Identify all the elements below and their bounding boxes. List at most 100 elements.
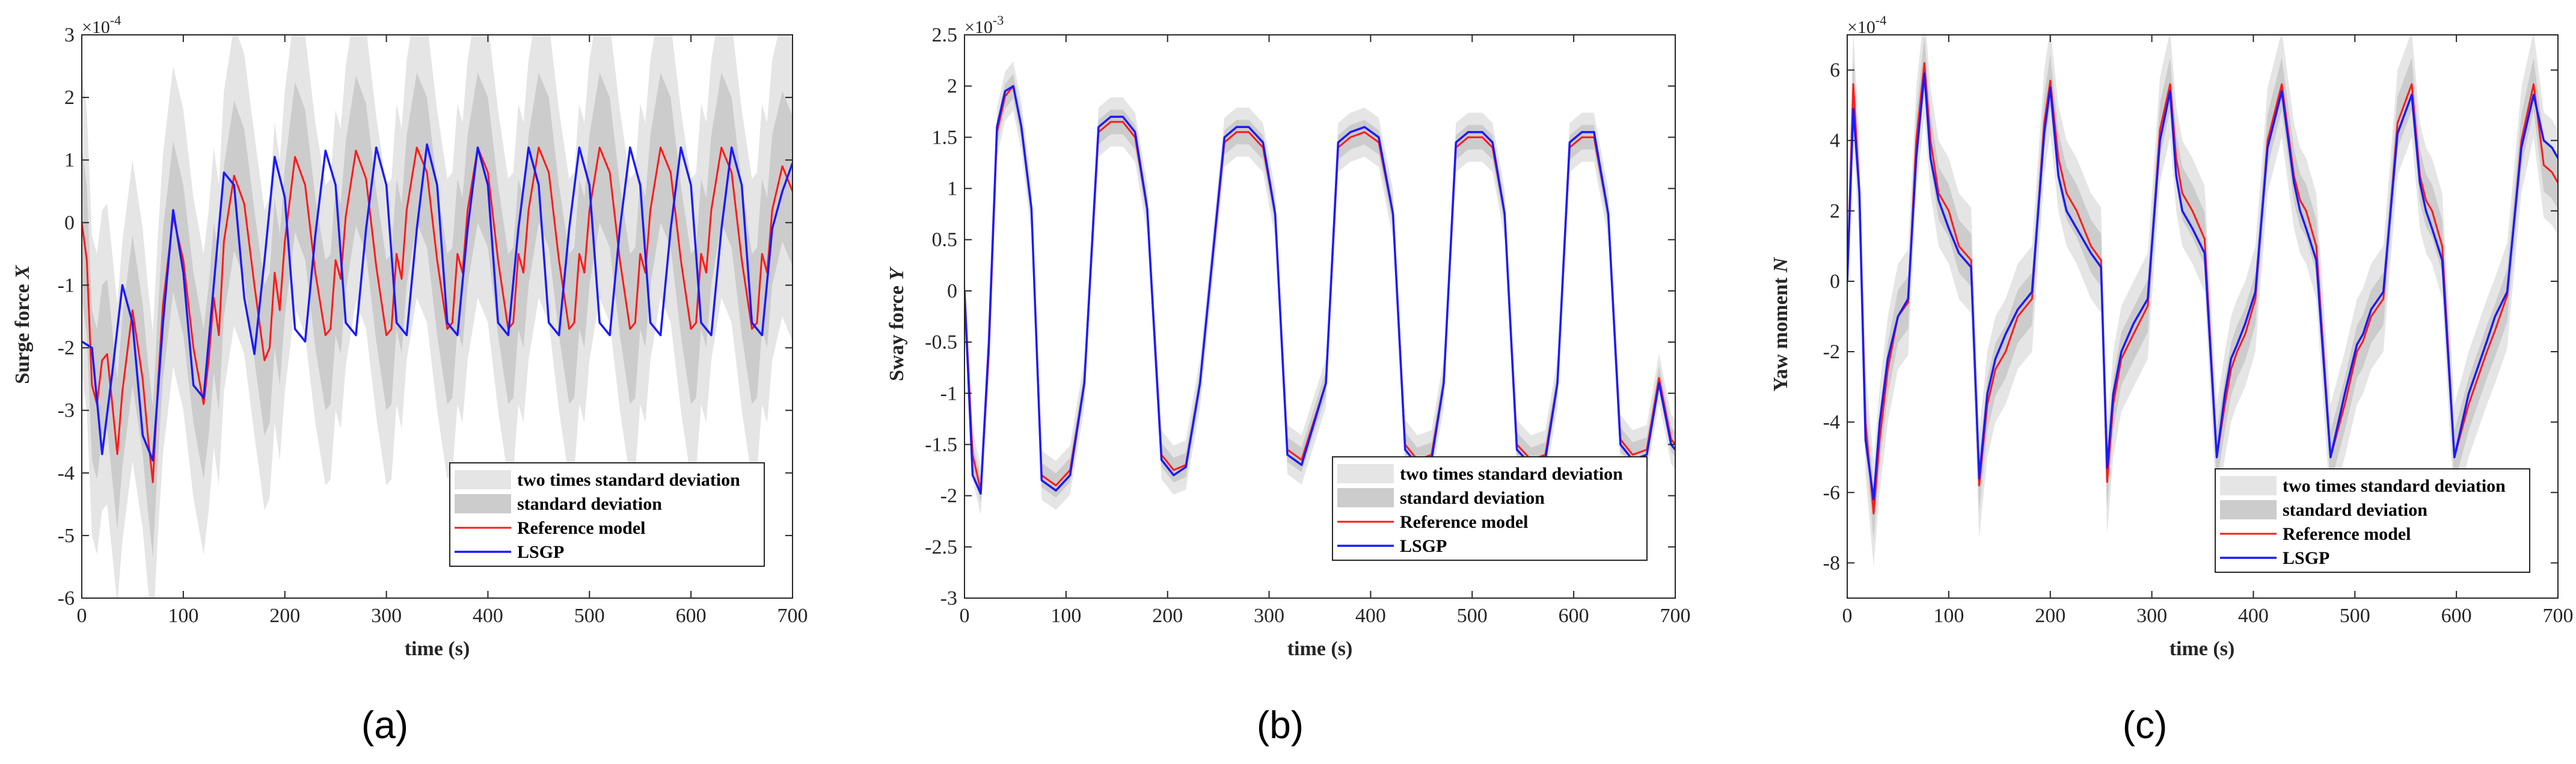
panel-a-ytick-label: 2 [64, 87, 75, 109]
panel-b-chart: ×10-3 Sway force Y time (s) 0 100 200 300 40… [886, 13, 1691, 660]
panel-c-legend-swatch-two-std [2220, 476, 2277, 495]
panel-a-ytick-label: -5 [58, 525, 75, 547]
panel-a-plot-area [82, 35, 793, 598]
panel-a-ytick-label: -2 [58, 337, 75, 359]
panel-a-legend-label: LSGP [517, 542, 564, 562]
panel-c-axes-box [1847, 34, 2559, 599]
panel-a-ytick-label: -6 [58, 587, 75, 610]
panel-a-band-one-std [82, 72, 793, 558]
panel-c-xtick-label: 400 [2238, 605, 2269, 627]
panel-b-xtick-label: 400 [1355, 605, 1386, 627]
panel-c-ytick-label: -2 [1823, 341, 1840, 363]
panel-c-legend-label: LSGP [2283, 548, 2329, 568]
panel-a-legend-swatch-two-std [455, 470, 511, 489]
panel-c-xlabel: time (s) [2170, 638, 2235, 660]
panel-c-ytick-label: 6 [1830, 60, 1840, 82]
panel-a-xtick-label: 500 [574, 605, 605, 627]
panel-a-xlabel: time (s) [405, 638, 470, 660]
panel-c-xtick-label: 500 [2340, 605, 2370, 627]
panel-b-legend-label: Reference model [1400, 512, 1529, 532]
panel-c-ytick-label: 2 [1830, 200, 1840, 222]
panel-a-axes-box [81, 34, 793, 599]
panel-b-ytick-label: -3 [940, 587, 957, 610]
panel-c-plot-area [1847, 35, 2558, 567]
panel-c-xtick-label: 200 [2035, 605, 2065, 627]
panel-a-legend-label: two times standard deviation [517, 470, 740, 490]
panel-a-exponent: ×10-4 [82, 13, 121, 37]
panel-c-ylabel: Yaw moment N [1770, 257, 1792, 391]
panel-c-chart: ×10-4 Yaw moment N time (s) 0 100 200 300 40… [1770, 13, 2574, 660]
panel-b-xtick-label: 100 [1050, 605, 1081, 627]
panel-b-ylabel: Sway force Y [886, 266, 908, 381]
panel-a-series-lsgp [82, 143, 793, 462]
panel-b-legend: two times standard deviation standard dev… [1332, 456, 1648, 561]
panel-c-xtick-label: 300 [2136, 605, 2167, 627]
panel-a-legend-box [449, 462, 765, 567]
panel-c-xtick-label: 100 [1933, 605, 1964, 627]
panel-b-xtick-label: 700 [1660, 605, 1691, 627]
panel-c-ytick-label: 4 [1830, 130, 1840, 152]
panel-b-series-lsgp [964, 85, 1675, 495]
panel-c-band-two-std [1847, 35, 2558, 567]
panel-c-ytick-label: -4 [1823, 411, 1840, 433]
panel-a-xtick-label: 100 [168, 605, 198, 627]
caption-c: (c) [2123, 703, 2168, 747]
panel-b-exponent: ×10-3 [964, 13, 1004, 37]
panel-a-legend-label: standard deviation [517, 494, 662, 514]
panel-b-ytick-label: 1 [947, 178, 957, 200]
panel-a-ytick-label: -3 [58, 400, 75, 422]
panel-a-xtick-label: 600 [676, 605, 707, 627]
panel-c-legend-swatch-one-std [2220, 500, 2277, 519]
panel-b-legend-label: standard deviation [1400, 488, 1545, 508]
caption-a: (a) [361, 703, 408, 747]
panel-b-legend-swatch-two-std [1337, 464, 1394, 483]
panel-a-ylabel: Surge force X [11, 264, 34, 384]
panel-b-ytick-label: 0.5 [932, 229, 958, 251]
panel-b-xtick-label: 500 [1457, 605, 1488, 627]
panel-a-legend: two times standard deviation standard dev… [449, 462, 765, 567]
panel-b-xlabel: time (s) [1287, 638, 1353, 660]
panel-b-xtick-label: 200 [1152, 605, 1183, 627]
panel-b-ytick-label: -2.5 [925, 536, 957, 558]
panel-a-xtick-label: 300 [371, 605, 402, 627]
panel-b-ytick-label: 0 [947, 280, 957, 302]
panel-c-exponent: ×10-4 [1847, 13, 1886, 37]
panel-a-legend-label: Reference model [517, 518, 646, 538]
panel-a-xtick-label: 200 [269, 605, 300, 627]
panel-c-legend-label: standard deviation [2283, 500, 2427, 520]
panel-c-ytick-label: 0 [1830, 270, 1840, 293]
panel-b-axes-box [964, 34, 1676, 599]
panel-b-ytick-label: 2 [947, 75, 957, 97]
panel-b-band-one-std [964, 73, 1675, 503]
panel-c-series-lsgp [1847, 72, 2558, 501]
panel-b-ytick-label: 1.5 [932, 126, 958, 148]
panel-b-ytick-label: -1.5 [925, 433, 957, 456]
panel-a-legend-swatch-one-std [455, 494, 511, 513]
panel-b-legend-swatch-one-std [1337, 488, 1394, 507]
panel-c-ytick-label: -8 [1823, 552, 1840, 574]
panel-c-series-reference [1847, 62, 2558, 515]
panel-c-xtick-label: 700 [2543, 605, 2574, 627]
panel-b-ytick-label: -2 [940, 485, 957, 507]
panel-a-ytick-label: 3 [64, 24, 75, 46]
panel-c-legend-label: Reference model [2283, 524, 2411, 544]
panel-c-band-one-std [1847, 36, 2558, 540]
panel-b-xtick-label: 600 [1559, 605, 1589, 627]
panel-b-plot-area [964, 61, 1675, 516]
panel-b-legend-label: LSGP [1400, 536, 1447, 556]
panel-b-ytick-label: 2.5 [932, 24, 958, 46]
panel-c-xtick-label: 600 [2441, 605, 2472, 627]
panel-a-ytick-label: 0 [64, 212, 75, 234]
panel-a-ytick-label: -4 [58, 462, 75, 484]
panel-a-ytick-label: -1 [58, 274, 75, 296]
panel-a-xtick-label: 0 [77, 605, 87, 627]
panel-a-xtick-label: 700 [777, 605, 808, 627]
panel-a-chart: ×10-4 Surge force X time (s) 0 100 200 300 4… [11, 13, 808, 660]
panel-b-band-two-std [964, 61, 1675, 516]
panel-c-legend: two times standard deviation standard dev… [2215, 468, 2530, 573]
panel-a-xtick-label: 400 [473, 605, 503, 627]
panel-a-ytick-label: 1 [64, 149, 75, 171]
panel-b-xtick-label: 0 [960, 605, 970, 627]
caption-b: (b) [1257, 703, 1304, 747]
